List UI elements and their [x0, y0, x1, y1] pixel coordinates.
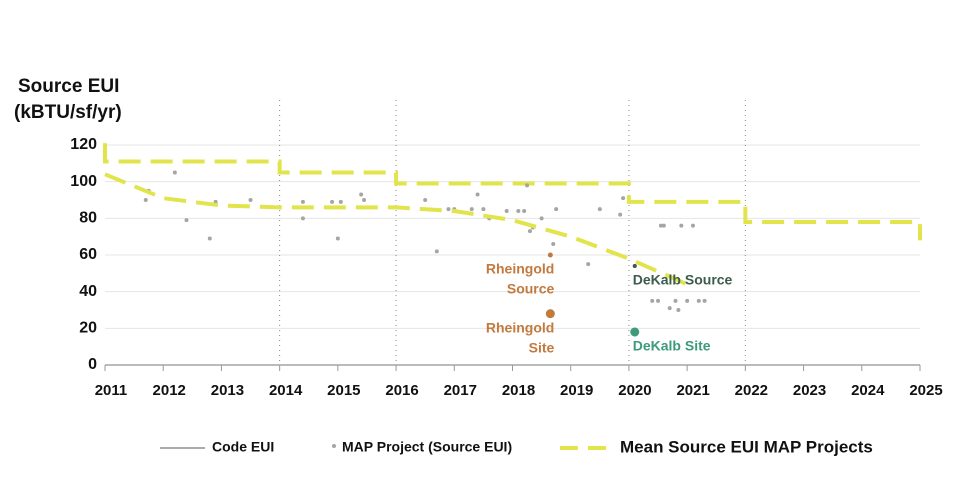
y-tick-label: 20 — [79, 320, 97, 337]
data-point — [527, 229, 532, 234]
y-tick-label: 40 — [79, 283, 97, 300]
highlight-point — [630, 327, 640, 337]
series-line — [104, 172, 688, 287]
data-point — [685, 298, 690, 303]
x-tick-label: 2020 — [618, 382, 651, 399]
data-point — [516, 209, 521, 213]
data-point — [554, 207, 559, 212]
data-point — [434, 249, 439, 254]
data-point — [446, 207, 451, 212]
data-point — [586, 262, 591, 267]
x-tick-label: 2011 — [95, 382, 128, 399]
legend-swatch — [332, 444, 336, 448]
data-point — [656, 298, 661, 303]
data-point — [696, 298, 701, 303]
x-tick-label: 2024 — [851, 382, 885, 399]
data-point — [702, 298, 707, 303]
y-tick-label: 120 — [70, 136, 97, 153]
data-point — [525, 183, 530, 188]
data-point — [248, 198, 253, 202]
x-tick-label: 2012 — [153, 382, 186, 399]
data-point — [359, 192, 364, 197]
x-tick-label: 2015 — [327, 382, 360, 399]
x-tick-label: 2013 — [211, 382, 244, 399]
data-point — [661, 223, 666, 228]
data-point — [667, 306, 672, 311]
data-point — [504, 209, 509, 213]
x-tick-label: 2019 — [560, 382, 593, 399]
data-point — [172, 170, 177, 175]
data-point — [300, 199, 305, 204]
y-axis-title: (kBTU/sf/yr) — [14, 102, 122, 123]
legend-label: Code EUI — [212, 439, 274, 455]
data-point — [300, 216, 305, 221]
y-tick-label: 80 — [79, 210, 97, 227]
data-point — [676, 308, 681, 312]
y-tick-label: 0 — [88, 356, 97, 373]
series-line — [103, 143, 922, 241]
data-point — [330, 199, 335, 204]
y-axis-title: Source EUI — [18, 76, 119, 97]
annotation: DeKalb Source — [633, 272, 733, 288]
data-point — [338, 199, 343, 204]
x-tick-label: 2023 — [793, 382, 826, 399]
data-point — [650, 298, 655, 303]
annotation: DeKalb Site — [633, 338, 711, 354]
data-point — [335, 236, 340, 241]
x-tick-label: 2022 — [735, 382, 768, 399]
data-point — [551, 242, 556, 246]
legend-label: Mean Source EUI MAP Projects — [620, 437, 873, 456]
data-point — [481, 207, 486, 212]
data-point — [621, 196, 626, 201]
y-tick-label: 60 — [79, 246, 97, 263]
data-point — [658, 223, 663, 228]
data-point — [475, 192, 480, 197]
annotation: Rheingold — [486, 261, 554, 277]
legend-label: MAP Project (Source EUI) — [342, 439, 512, 455]
highlight-point — [547, 252, 553, 258]
data-point — [673, 298, 678, 303]
data-point — [539, 216, 544, 221]
annotation: Source — [507, 281, 555, 297]
annotation: Site — [529, 339, 555, 355]
data-point — [184, 218, 189, 223]
x-tick-label: 2016 — [385, 382, 418, 399]
x-tick-label: 2025 — [909, 382, 942, 399]
x-tick-label: 2017 — [444, 382, 477, 399]
data-point — [597, 207, 602, 212]
data-point — [618, 212, 623, 217]
annotation: Rheingold — [486, 319, 554, 335]
x-tick-label: 2021 — [676, 382, 709, 399]
data-point — [679, 223, 684, 228]
data-point — [143, 198, 148, 202]
x-tick-label: 2018 — [502, 382, 535, 399]
data-point — [522, 209, 527, 213]
data-point — [423, 198, 428, 202]
data-point — [207, 236, 212, 241]
y-tick-label: 100 — [70, 173, 97, 190]
data-point — [469, 207, 474, 212]
highlight-point — [632, 264, 637, 268]
data-point — [690, 223, 695, 228]
highlight-point — [545, 309, 555, 319]
data-point — [362, 198, 367, 202]
x-tick-label: 2014 — [269, 382, 303, 399]
